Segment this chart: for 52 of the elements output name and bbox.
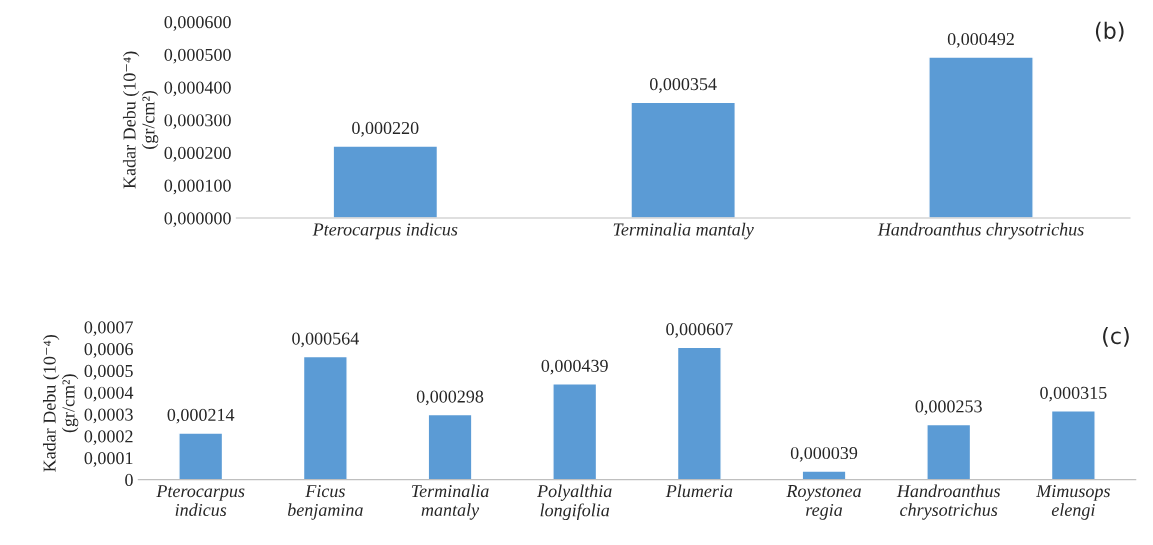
bar (552, 383, 598, 480)
y-tick-label: 0 (125, 473, 133, 487)
bar (302, 355, 348, 480)
x-tick-label: Plumeria (665, 484, 733, 498)
bar (332, 145, 439, 218)
bar (178, 432, 224, 480)
bar (1050, 410, 1096, 480)
y-tick-label: 0,000100 (164, 179, 231, 195)
y-tick-label: 0,0006 (84, 343, 133, 358)
data-label: 0,000315 (1040, 386, 1107, 402)
y-tick-label: 0,000000 (164, 212, 231, 228)
data-label: 0,000354 (649, 78, 717, 93)
data-label: 0,000039 (790, 446, 858, 462)
data-label: 0,000564 (292, 332, 359, 348)
y-tick-label: 0,0002 (84, 430, 133, 446)
data-label: 0,000298 (416, 390, 484, 406)
x-tick-label: Roystonea regia (786, 485, 861, 520)
bar (926, 423, 972, 480)
x-tick-label: Pterocarpus indicus (312, 222, 458, 240)
bar (801, 470, 847, 480)
y-tick-label: 0,000200 (164, 146, 231, 162)
data-label: 0,000220 (352, 121, 419, 137)
bar (630, 101, 736, 218)
x-tick-label: Handroanthus chrysotrichus (896, 484, 1000, 520)
x-tick-label: Pterocarpus indicus (156, 485, 245, 517)
y-tick-label: 0,0003 (84, 408, 133, 424)
annotation: (c) (1103, 327, 1129, 347)
y-axis-title: Kadar Debu (10⁻⁴) (gr/cm²) (122, 51, 159, 189)
y-tick-label: 0,0007 (84, 321, 133, 337)
y-tick-label: 0,0005 (84, 364, 133, 380)
bar (676, 346, 722, 480)
bar (427, 413, 473, 480)
y-tick-label: 0,000500 (164, 48, 231, 64)
data-label: 0,000214 (167, 408, 235, 424)
y-tick-label: 0,000600 (164, 16, 231, 31)
x-tick-label: Terminalia mantaly (613, 222, 754, 240)
x-tick-label: Polyalthia longifolia (536, 484, 612, 520)
data-label: 0,000607 (666, 323, 733, 338)
x-tick-label: Ficus benjamina (287, 485, 363, 520)
x-tick-label: Handroanthus chrysotrichus (877, 222, 1084, 240)
data-label: 0,000253 (915, 400, 982, 416)
data-label: 0,000492 (947, 32, 1014, 48)
x-tick-label: Mimusops elengi (1036, 485, 1110, 520)
annotation: (b) (1095, 21, 1124, 42)
y-axis-title: Kadar Debu (10⁻⁴) (gr/cm²) (42, 335, 79, 472)
y-tick-label: 0,0001 (84, 452, 133, 467)
bar (928, 56, 1034, 218)
y-tick-label: 0,000300 (164, 114, 231, 129)
y-tick-label: 0,0004 (84, 386, 134, 402)
x-tick-label: Terminalia mantaly (411, 484, 489, 520)
data-label: 0,000439 (541, 359, 608, 375)
y-tick-label: 0,000400 (164, 81, 231, 97)
